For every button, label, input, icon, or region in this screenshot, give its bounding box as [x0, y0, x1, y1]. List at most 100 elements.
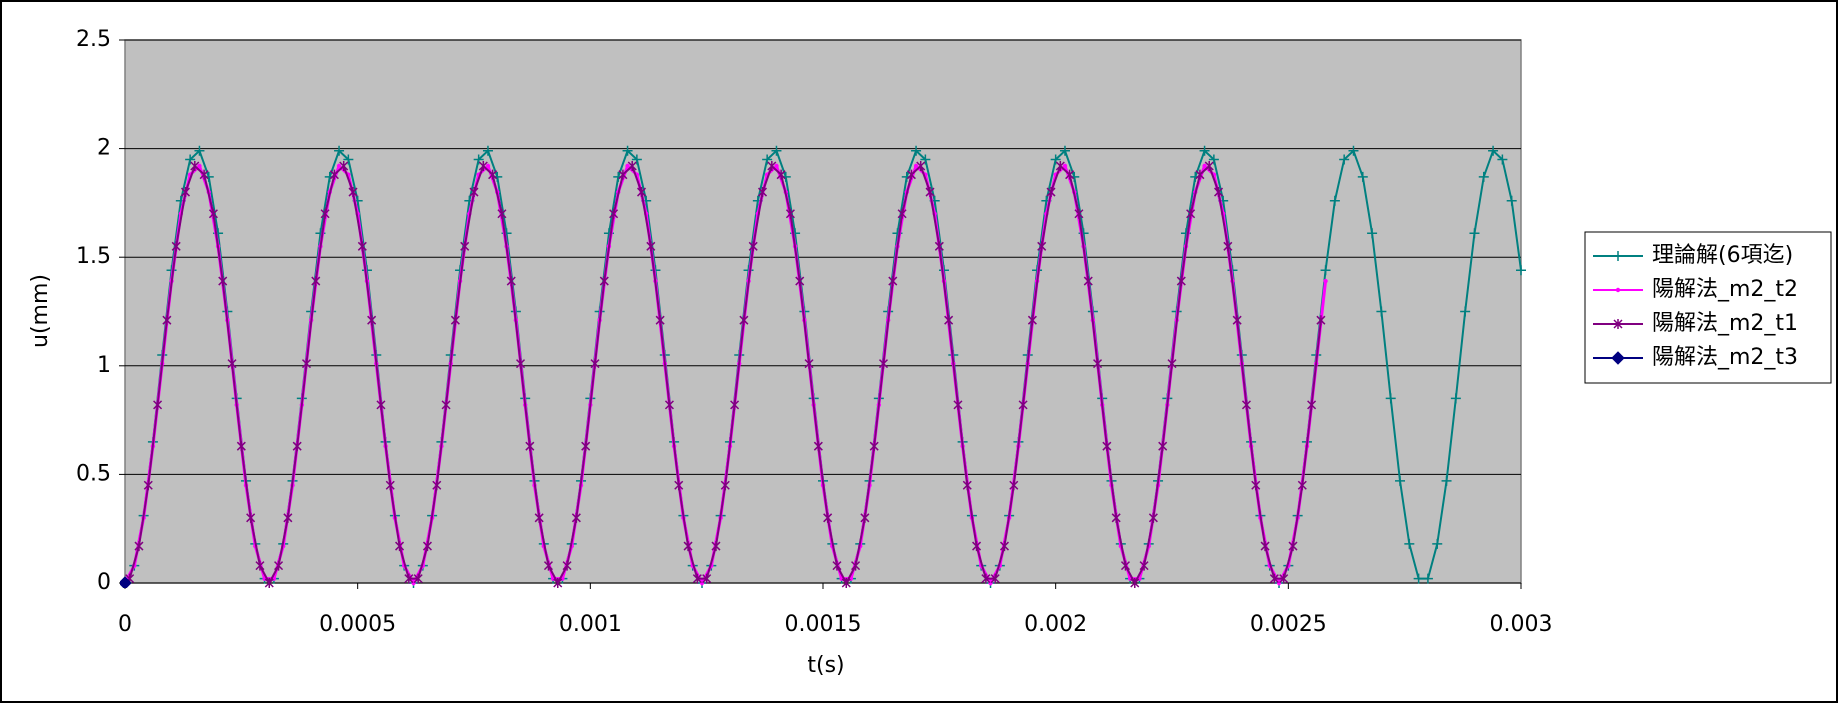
marker: [1213, 187, 1224, 198]
marker: [190, 160, 200, 171]
marker: [1202, 163, 1207, 169]
marker: [488, 169, 498, 180]
marker: [1093, 358, 1103, 369]
marker: [1323, 278, 1328, 284]
x-tick-label: 0.0025: [1250, 612, 1327, 637]
marker: [795, 276, 805, 287]
marker: [1297, 480, 1307, 491]
marker: [1611, 351, 1625, 365]
marker: [1102, 441, 1112, 452]
marker: [1074, 208, 1084, 219]
marker: [1357, 171, 1368, 182]
marker: [1062, 163, 1068, 169]
marker: [197, 163, 202, 169]
marker: [1260, 541, 1270, 552]
marker: [120, 576, 132, 588]
marker: [1376, 306, 1387, 317]
marker: [1018, 399, 1028, 410]
marker: [367, 315, 377, 326]
marker: [376, 399, 386, 410]
marker: [664, 399, 674, 410]
marker: [301, 358, 312, 369]
marker: [622, 145, 633, 156]
marker: [1613, 251, 1623, 261]
marker: [990, 573, 1000, 584]
marker: [441, 399, 451, 410]
marker: [413, 573, 423, 584]
marker: [1432, 538, 1443, 549]
marker: [1615, 287, 1621, 293]
y-tick-label: 0.5: [76, 461, 111, 486]
marker: [1009, 480, 1019, 491]
marker: [1441, 475, 1452, 486]
marker: [1055, 160, 1065, 171]
marker: [878, 358, 889, 369]
marker: [1046, 187, 1056, 198]
marker: [485, 163, 491, 169]
marker: [748, 241, 758, 252]
marker: [720, 480, 730, 491]
marker: [1059, 145, 1070, 156]
marker: [432, 480, 442, 491]
marker: [771, 145, 782, 156]
marker: [357, 241, 367, 252]
marker: [823, 512, 833, 523]
marker: [194, 145, 205, 156]
marker: [1279, 573, 1289, 584]
marker: [944, 315, 954, 326]
marker: [1320, 265, 1331, 276]
marker: [506, 276, 516, 287]
marker: [916, 160, 926, 171]
marker: [911, 145, 922, 156]
marker: [1497, 154, 1508, 165]
marker: [525, 441, 535, 452]
marker: [571, 512, 581, 523]
marker: [543, 560, 553, 571]
marker: [711, 541, 721, 552]
x-axis-label: t(s): [807, 653, 844, 678]
marker: [171, 241, 181, 252]
marker: [473, 154, 484, 165]
marker: [981, 573, 991, 584]
marker: [774, 163, 779, 169]
marker: [1083, 276, 1093, 287]
marker: [972, 541, 982, 552]
y-tick-label: 1: [97, 353, 111, 378]
marker: [246, 512, 256, 523]
marker: [1232, 315, 1242, 326]
marker: [1316, 315, 1326, 326]
marker: [646, 241, 656, 252]
legend-label: 陽解法_m2_t1: [1652, 311, 1798, 336]
marker: [343, 154, 354, 165]
marker: [692, 573, 702, 584]
marker: [329, 169, 339, 180]
marker: [497, 208, 507, 219]
x-tick-label: 0.0015: [785, 612, 862, 637]
marker: [1460, 306, 1471, 317]
marker: [999, 541, 1010, 552]
marker: [1404, 538, 1415, 549]
marker: [785, 208, 795, 219]
marker: [180, 187, 191, 198]
marker: [906, 169, 916, 180]
marker: [1158, 441, 1168, 452]
x-tick-label: 0.002: [1024, 612, 1087, 637]
marker: [813, 441, 823, 452]
marker: [631, 154, 642, 165]
marker: [1348, 145, 1359, 156]
x-tick-label: 0.001: [559, 612, 622, 637]
marker: [618, 169, 628, 180]
marker: [478, 160, 488, 171]
marker: [655, 315, 665, 326]
marker: [218, 276, 228, 287]
marker: [1269, 573, 1279, 584]
marker: [1027, 315, 1037, 326]
marker: [1367, 228, 1378, 239]
marker: [199, 169, 209, 180]
marker: [1288, 541, 1298, 552]
marker: [1516, 265, 1526, 276]
marker: [1339, 154, 1350, 165]
marker: [832, 560, 842, 571]
marker: [913, 163, 919, 169]
